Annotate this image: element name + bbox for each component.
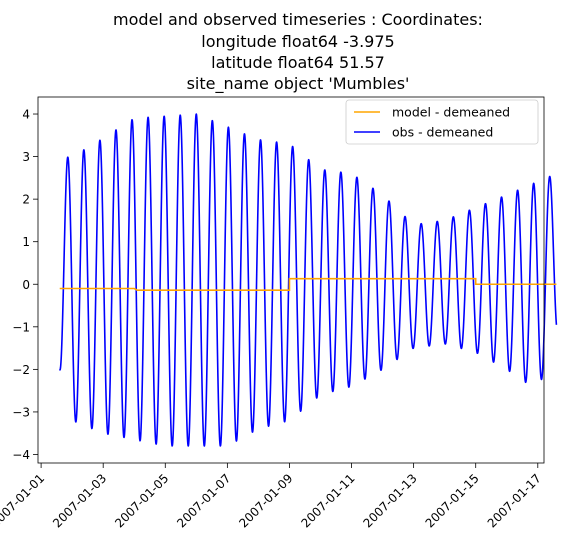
x-tick-label: 2007-01-07 (174, 471, 233, 530)
x-tick-label: 2007-01-15 (423, 471, 482, 530)
x-tick-label: 2007-01-03 (50, 471, 109, 530)
y-tick-label: 1 (22, 235, 30, 249)
x-tick-label: 2007-01-13 (361, 471, 420, 530)
y-tick-label: −2 (12, 363, 30, 377)
plot-area-frame (37, 96, 545, 464)
chart-title: model and observed timeseries : Coordina… (113, 10, 483, 94)
x-tick-label: 2007-01-09 (236, 471, 295, 530)
title-line-4: site_name object 'Mumbles' (187, 74, 410, 94)
title-line-1: model and observed timeseries : Coordina… (113, 10, 483, 29)
y-tick-label: −3 (12, 405, 30, 419)
y-tick-label: 3 (22, 150, 30, 164)
legend-label: obs - demeaned (392, 125, 493, 140)
legend-box (345, 99, 539, 145)
x-tick-label: 2007-01-17 (485, 471, 544, 530)
y-tick-label: 4 (22, 108, 30, 122)
title-line-2: longitude float64 -3.975 (201, 32, 394, 51)
series-line-obs-demeaned (58, 113, 558, 447)
y-tick-label: −4 (12, 448, 30, 462)
y-tick-label: 2 (22, 193, 30, 207)
legend: model - demeaned obs - demeaned (345, 99, 539, 145)
title-line-3: latitude float64 51.57 (211, 53, 385, 72)
y-tick-label: 0 (22, 278, 30, 292)
series-line-model-demeaned (59, 277, 557, 292)
legend-label: model - demeaned (392, 105, 510, 120)
y-tick-label: −1 (12, 320, 30, 334)
y-axis: −4 −3 −2 −1 0 1 2 3 4 (12, 108, 38, 462)
x-axis: 2007-01-01 2007-01-03 2007-01-05 2007-01-07… (0, 463, 544, 530)
series-layer (58, 113, 558, 447)
x-tick-label: 2007-01-11 (298, 471, 357, 530)
x-tick-label: 2007-01-05 (112, 471, 171, 530)
x-tick-label: 2007-01-01 (0, 471, 47, 530)
